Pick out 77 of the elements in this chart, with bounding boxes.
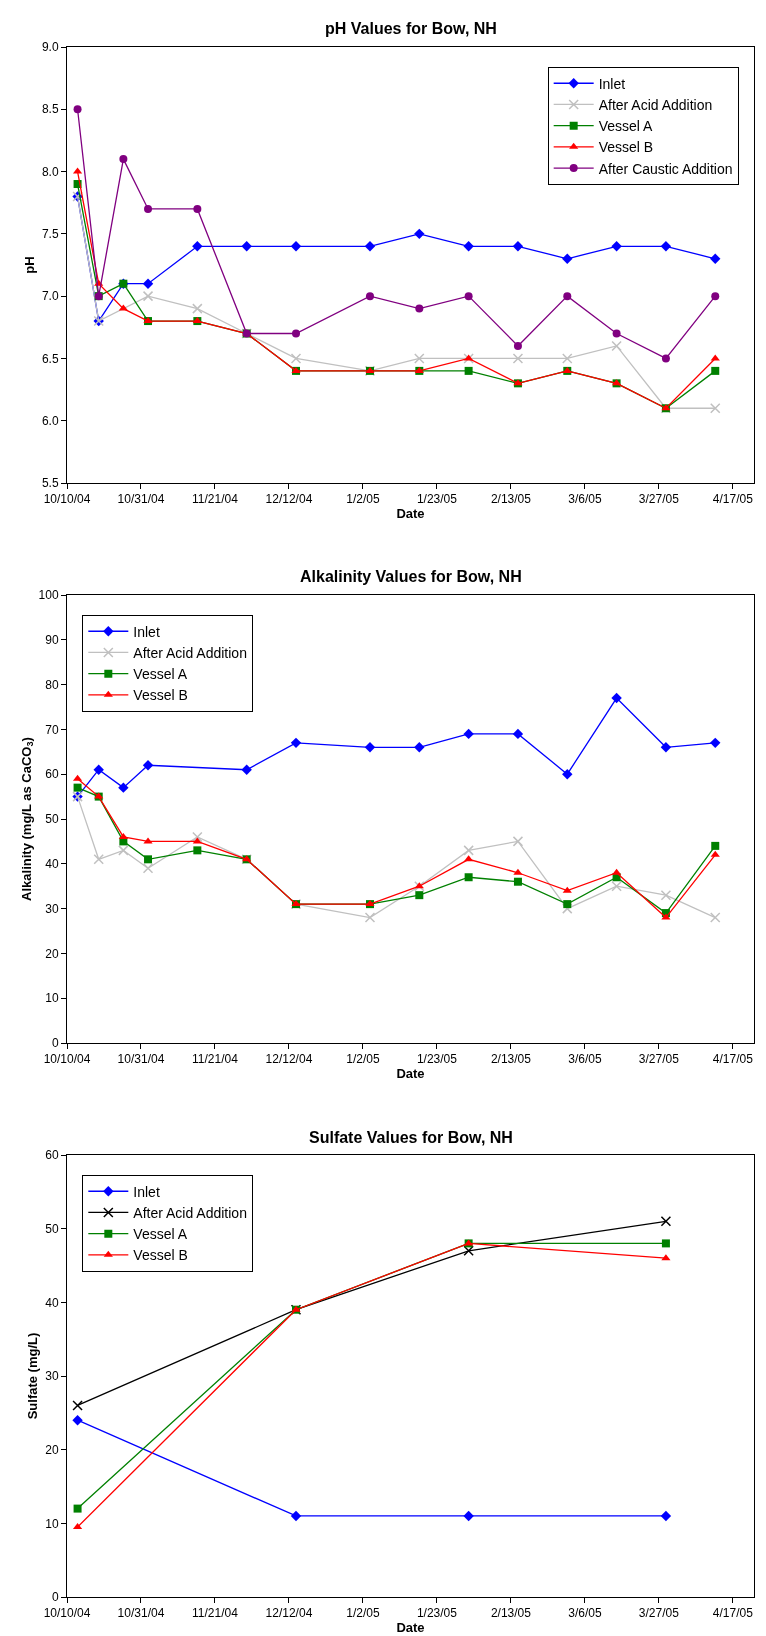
chart-title: Sulfate Values for Bow, NH bbox=[309, 1129, 513, 1146]
x-tick-label: 10/31/04 bbox=[117, 1052, 165, 1067]
y-tick-label: 7.0 bbox=[41, 289, 59, 304]
y-tick-label: 10 bbox=[45, 991, 59, 1006]
chart-title: pH Values for Bow, NH bbox=[325, 20, 497, 37]
legend-label: Inlet bbox=[133, 1183, 160, 1200]
legend-label: Inlet bbox=[133, 623, 160, 640]
y-tick-label: 40 bbox=[45, 857, 59, 871]
legend-label: After Caustic Addition bbox=[598, 160, 733, 177]
y-tick-label: 50 bbox=[45, 812, 59, 827]
y-tick-label: 80 bbox=[45, 677, 59, 692]
y-tick-label: 8.0 bbox=[41, 164, 59, 179]
legend-label: Vessel A bbox=[133, 1226, 188, 1243]
y-tick-label: 90 bbox=[45, 633, 59, 647]
legend-label: Vessel A bbox=[598, 118, 654, 135]
x-tick-label: 3/27/05 bbox=[638, 492, 680, 507]
y-tick-label: 10 bbox=[45, 1516, 59, 1531]
legend-label: Inlet bbox=[598, 75, 626, 92]
x-tick-label: 10/31/04 bbox=[117, 492, 165, 507]
x-tick-label: 3/27/05 bbox=[638, 1606, 680, 1621]
x-axis-title: Date bbox=[396, 506, 425, 522]
y-tick-label: 9.0 bbox=[41, 40, 59, 55]
y-tick-label: 60 bbox=[45, 767, 59, 782]
x-tick-label: 3/6/05 bbox=[568, 492, 602, 507]
x-tick-label: 1/23/05 bbox=[416, 1606, 458, 1621]
y-tick-label: 100 bbox=[38, 588, 59, 603]
x-tick-label: 3/6/05 bbox=[568, 1052, 602, 1067]
legend-label: After Acid Addition bbox=[133, 644, 247, 661]
x-tick-label: 1/23/05 bbox=[416, 1052, 458, 1067]
x-tick-label: 2/13/05 bbox=[490, 492, 532, 507]
legend-label: Vessel A bbox=[133, 666, 188, 683]
legend-label: After Acid Addition bbox=[133, 1204, 247, 1221]
x-tick-label: 12/12/04 bbox=[265, 492, 313, 507]
x-tick-label: 4/17/05 bbox=[712, 1052, 754, 1067]
x-tick-label: 1/23/05 bbox=[416, 492, 458, 507]
x-axis-title: Date bbox=[396, 1620, 425, 1636]
x-tick-label: 1/2/05 bbox=[346, 492, 380, 507]
x-tick-label: 10/10/04 bbox=[43, 492, 91, 507]
x-tick-label: 11/21/04 bbox=[192, 1052, 239, 1067]
y-tick-label: 0 bbox=[51, 1036, 59, 1051]
y-tick-label: 60 bbox=[45, 1148, 59, 1163]
y-tick-label: 20 bbox=[45, 1442, 59, 1457]
x-tick-label: 1/2/05 bbox=[346, 1052, 380, 1067]
x-tick-label: 10/10/04 bbox=[43, 1052, 91, 1067]
y-axis-title: pH bbox=[21, 256, 37, 274]
legend-label: Vessel B bbox=[133, 687, 188, 704]
y-axis-title: Sulfate (mg/L) bbox=[25, 1332, 41, 1420]
x-axis-title: Date bbox=[396, 1066, 425, 1082]
x-tick-label: 3/6/05 bbox=[568, 1606, 602, 1621]
y-tick-label: 30 bbox=[45, 901, 59, 916]
y-tick-label: 70 bbox=[45, 722, 59, 737]
x-tick-label: 1/2/05 bbox=[346, 1606, 380, 1621]
y-tick-label: 6.5 bbox=[41, 351, 59, 366]
x-tick-label: 2/13/05 bbox=[490, 1052, 532, 1067]
x-tick-label: 11/21/04 bbox=[192, 1606, 239, 1621]
y-tick-label: 0 bbox=[51, 1590, 59, 1605]
y-tick-label: 50 bbox=[45, 1221, 59, 1236]
y-tick-label: 7.5 bbox=[41, 227, 59, 242]
y-tick-label: 5.5 bbox=[41, 476, 59, 491]
y-tick-label: 40 bbox=[45, 1295, 59, 1310]
y-tick-label: 20 bbox=[45, 946, 59, 961]
x-tick-label: 10/10/04 bbox=[43, 1606, 91, 1621]
x-tick-label: 10/31/04 bbox=[117, 1606, 165, 1621]
x-tick-label: 3/27/05 bbox=[638, 1052, 680, 1067]
x-tick-label: 4/17/05 bbox=[712, 492, 754, 507]
chart-title: Alkalinity Values for Bow, NH bbox=[300, 568, 522, 585]
y-tick-label: 30 bbox=[45, 1369, 59, 1384]
legend-label: Vessel B bbox=[598, 139, 654, 156]
legend-label: After Acid Addition bbox=[598, 96, 713, 113]
legend-label: Vessel B bbox=[133, 1247, 188, 1264]
x-tick-label: 11/21/04 bbox=[192, 492, 239, 507]
x-tick-label: 2/13/05 bbox=[490, 1606, 532, 1621]
x-tick-label: 12/12/04 bbox=[265, 1606, 313, 1621]
x-tick-label: 12/12/04 bbox=[265, 1052, 313, 1067]
x-tick-label: 4/17/05 bbox=[712, 1606, 754, 1621]
y-tick-label: 6.0 bbox=[41, 413, 59, 428]
y-tick-label: 8.5 bbox=[41, 102, 59, 117]
